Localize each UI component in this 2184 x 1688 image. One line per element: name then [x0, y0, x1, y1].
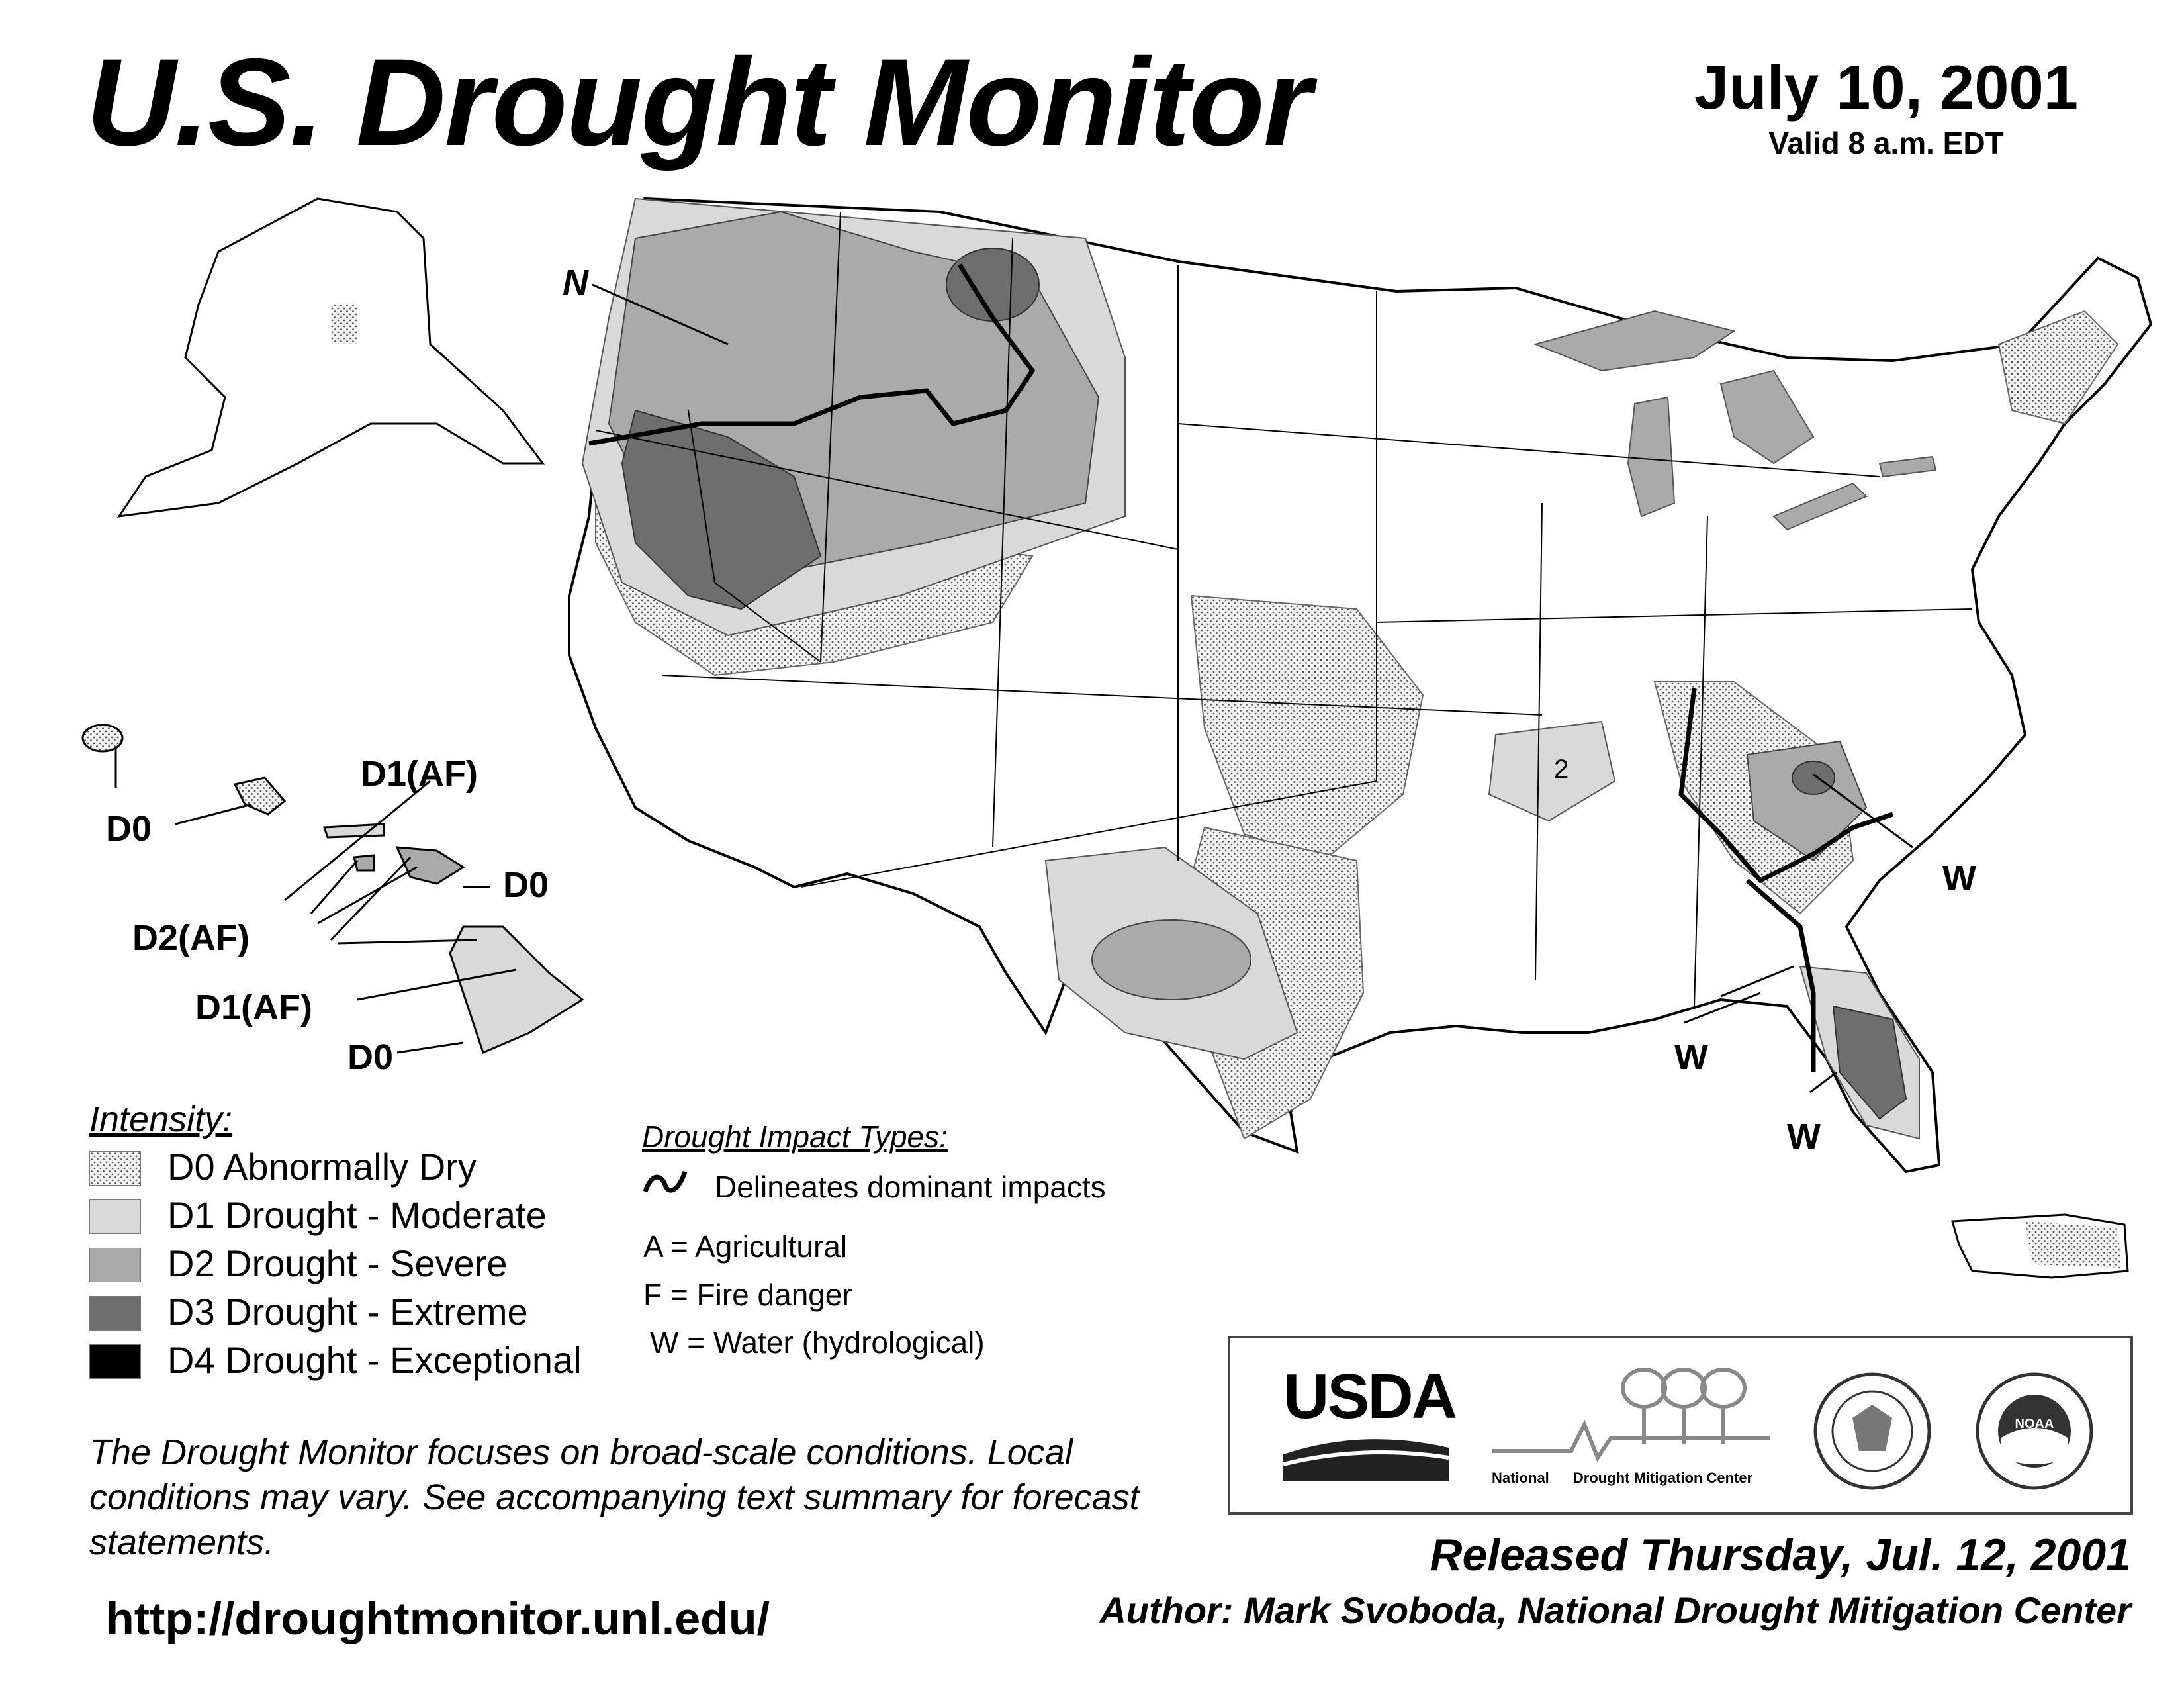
hawaii-kauai: [81, 724, 124, 753]
impact-boundary-east: [1678, 688, 1894, 884]
d3-montana-area: [946, 248, 1040, 322]
leader-lines: [114, 283, 1913, 1094]
impact-types-title: Drought Impact Types:: [642, 1119, 948, 1154]
author-credit: Author: Mark Svoboda, National Drought M…: [1099, 1589, 2131, 1631]
impact-label-n: N: [563, 263, 588, 303]
hawaii-molokai: [322, 823, 385, 839]
legend-swatch-d4: [89, 1344, 141, 1379]
hawaii-maui: [395, 846, 465, 885]
legend-swatch-d1: [89, 1199, 141, 1234]
legend-swatch-d2: [89, 1248, 141, 1282]
agency-logos: USDA National Drought Mitigation Center: [1228, 1336, 2133, 1515]
puerto-rico-d0-area: [2025, 1221, 2121, 1268]
legend-label-d0: D0 Abnormally Dry: [167, 1146, 477, 1188]
d3-nevada-oregon-area: [621, 409, 822, 610]
release-date: Released Thursday, Jul. 12, 2001: [1430, 1530, 2131, 1580]
ndmc-logo: National Drought Mitigation Center: [1492, 1358, 1770, 1504]
alaska-outline: [116, 197, 545, 518]
lake-huron: [1719, 369, 1815, 465]
d2-texas-area: [1091, 919, 1251, 1000]
lake-michigan: [1627, 396, 1676, 518]
website-link[interactable]: http://droughtmonitor.unl.edu/: [106, 1593, 770, 1644]
d0-plains-area: [1190, 594, 1424, 862]
lake-erie: [1772, 482, 1868, 531]
impact-label-w-south: W: [1674, 1037, 1708, 1077]
hawaii-big-island: [449, 925, 584, 1055]
noaa-logo: NOAA: [1975, 1372, 2094, 1494]
legend-title: Intensity:: [89, 1100, 233, 1139]
impact-water: W = Water (hydrological): [650, 1325, 985, 1360]
hawaii-label-d2af: D2(AF): [132, 918, 250, 958]
lake-superior: [1533, 310, 1736, 372]
alaska-d0-area: [331, 305, 357, 344]
lake-ontario: [1878, 455, 1937, 478]
impact-line-label: Delineates dominant impacts: [715, 1170, 1106, 1204]
hawaii-lanai: [353, 854, 375, 872]
legend-swatch-d3: [89, 1296, 141, 1331]
impact-agricultural: A = Agricultural: [643, 1229, 848, 1264]
page-title: U.S. Drought Monitor: [86, 32, 1312, 171]
impact-boundary-west: [588, 263, 1036, 446]
hawaii-label-d1af-top: D1(AF): [361, 754, 478, 794]
valid-time: Valid 8 a.m. EDT: [1768, 126, 2004, 160]
legend-label-d4: D4 Drought - Exceptional: [167, 1339, 582, 1381]
impact-fire: F = Fire danger: [643, 1278, 852, 1312]
d3-carolina-area: [1792, 761, 1835, 795]
legend-label-d2: D2 Drought - Severe: [167, 1243, 508, 1284]
hawaii-label-d0-bottom: D0: [347, 1037, 394, 1077]
usda-logo: USDA: [1283, 1365, 1457, 1481]
legend-label-d1: D1 Drought - Moderate: [167, 1194, 547, 1236]
doc-seal-logo: [1813, 1372, 1932, 1494]
impact-label-w-east: W: [1942, 859, 1976, 898]
svg-text:NOAA: NOAA: [2015, 1417, 2054, 1431]
disclaimer-note: The Drought Monitor focuses on broad-sca…: [89, 1432, 1140, 1562]
hawaii-label-d0-left: D0: [106, 809, 152, 849]
hawaii-label-d1af-bottom: D1(AF): [195, 988, 312, 1027]
impact-line-key: [643, 1170, 688, 1193]
d1-arkansas-area: [1488, 720, 1616, 822]
d0-northeast-area: [1997, 310, 2119, 425]
legend-swatch-d0: [89, 1151, 141, 1186]
d3-florida-area: [1832, 1005, 1907, 1120]
legend-label-d3: D3 Drought - Extreme: [167, 1291, 528, 1333]
state-boundaries: [595, 211, 1973, 1007]
area-label-2: 2: [1554, 755, 1569, 784]
impact-label-w-florida: W: [1787, 1117, 1821, 1156]
map-date: July 10, 2001: [1694, 52, 2079, 122]
hawaii-oahu: [233, 776, 287, 816]
impact-boundary-florida: [1745, 878, 1816, 1072]
hawaii-label-d0-right: D0: [503, 865, 549, 905]
